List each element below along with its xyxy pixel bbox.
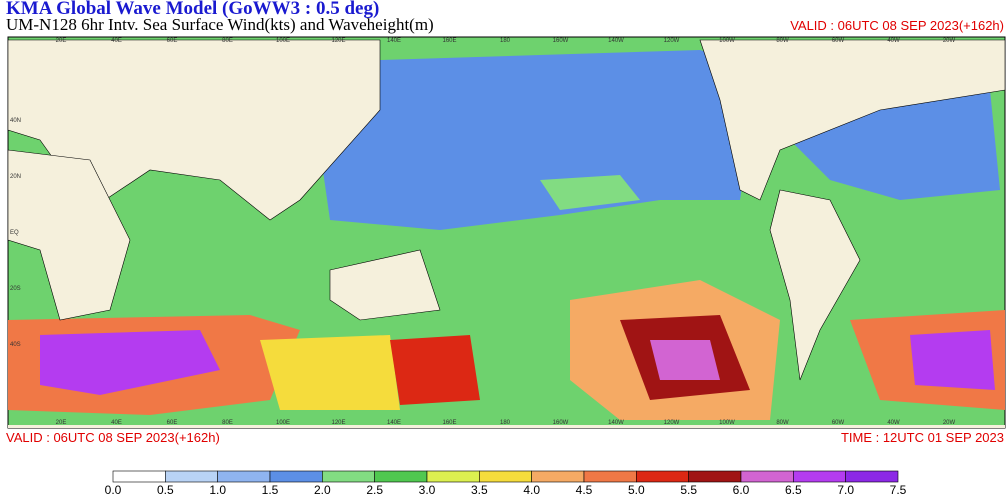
colorbar-label: 4.5 — [576, 483, 593, 496]
land — [769, 189, 861, 381]
lon-label: 140E — [387, 38, 401, 44]
subtitle: UM-N128 6hr Intv. Sea Surface Wind(kts) … — [6, 15, 434, 34]
lon-label: 120E — [331, 38, 345, 44]
lon-label: 20W — [943, 38, 956, 44]
lon-label: 120W — [664, 420, 680, 426]
colorbar-bin — [688, 470, 742, 483]
valid-time: VALID : 06UTC 08 SEP 2023(+162h) — [790, 18, 1004, 33]
lat-label: 20N — [10, 174, 21, 180]
lon-label: 20E — [56, 38, 67, 44]
lon-label: 40W — [887, 38, 900, 44]
land — [7, 149, 131, 321]
colorbar-label: 7.5 — [890, 483, 907, 496]
lon-label: 20W — [943, 420, 956, 426]
colorbar-bin — [583, 470, 637, 483]
lon-label: 100W — [719, 420, 735, 426]
colorbar-bin — [374, 470, 428, 483]
colorbar-bin — [479, 470, 532, 483]
lat-label: 40S — [10, 342, 21, 348]
colorbar-label: 3.5 — [471, 483, 488, 496]
lon-label: 60W — [832, 38, 845, 44]
colorbar-bin — [112, 470, 166, 483]
colorbar-label: 1.5 — [262, 483, 279, 496]
colorbar-label: 5.0 — [628, 483, 645, 496]
land — [7, 39, 381, 221]
lon-label: 60E — [167, 420, 178, 426]
lon-label: 140E — [387, 420, 401, 426]
lon-label: 40E — [111, 38, 122, 44]
colorbar-label: 2.5 — [366, 483, 383, 496]
title: KMA Global Wave Model (GoWW3 : 0.5 deg) — [6, 0, 379, 19]
init-time: TIME : 12UTC 01 SEP 2023 — [841, 430, 1004, 445]
wave-zone — [540, 175, 640, 210]
colorbar-bin — [217, 470, 271, 483]
lon-label: 40E — [111, 420, 122, 426]
lon-label: 60E — [167, 38, 178, 44]
lon-label: 20E — [56, 420, 67, 426]
lon-label: 80E — [222, 38, 233, 44]
wave-zone — [650, 340, 720, 380]
land — [8, 425, 1005, 428]
wave-zone — [320, 50, 760, 230]
lon-label: 80E — [222, 420, 233, 426]
lon-label: 40W — [887, 420, 900, 426]
colorbar-label: 0.0 — [105, 483, 122, 496]
colorbar-bin — [793, 470, 846, 483]
colorbar-bin — [845, 470, 899, 483]
colorbar-label: 5.5 — [680, 483, 697, 496]
colorbar-bin — [426, 470, 480, 483]
wave-zone — [40, 330, 220, 395]
lon-label: 100E — [276, 420, 290, 426]
wave-zone — [390, 335, 480, 405]
colorbar-label: 2.0 — [314, 483, 331, 496]
lon-label: 160W — [553, 420, 569, 426]
colorbar-label: 7.0 — [837, 483, 854, 496]
wave-zone — [910, 330, 995, 390]
land — [699, 39, 1006, 201]
lat-label: 40N — [10, 118, 21, 124]
colorbar-bin — [322, 470, 375, 483]
lon-label: 160E — [442, 420, 456, 426]
valid-time: VALID : 06UTC 08 SEP 2023(+162h) — [6, 430, 220, 445]
lon-label: 140W — [608, 420, 624, 426]
colorbar-label: 4.0 — [523, 483, 540, 496]
colorbar-bin — [636, 470, 689, 483]
colorbar-label: 1.0 — [209, 483, 226, 496]
lon-label: 120E — [331, 420, 345, 426]
colorbar-bin — [740, 470, 794, 483]
wave-zone — [260, 335, 400, 410]
colorbar-bin — [269, 470, 323, 483]
lon-label: 100W — [719, 38, 735, 44]
colorbar: 0.0 0.5 1.0 1.5 2.0 2.5 3.0 3.5 4.0 4.5 5.0 5.5 6.0 6… — [105, 470, 907, 496]
lon-label: 80W — [776, 420, 789, 426]
colorbar-label: 0.5 — [157, 483, 174, 496]
colorbar-label: 6.0 — [733, 483, 750, 496]
colorbar-label: 3.0 — [419, 483, 436, 496]
lon-label: 180 — [500, 38, 511, 44]
colorbar-label: 6.5 — [785, 483, 802, 496]
lat-label: EQ — [10, 230, 19, 236]
lon-label: 100E — [276, 38, 290, 44]
lon-label: 120W — [664, 38, 680, 44]
lat-label: 20S — [10, 286, 21, 292]
lon-label: 160W — [553, 38, 569, 44]
lon-label: 80W — [776, 38, 789, 44]
lon-label: 160E — [442, 38, 456, 44]
colorbar-bin — [531, 470, 585, 483]
land — [329, 249, 441, 321]
lon-label: 140W — [608, 38, 624, 44]
lon-label: 180 — [500, 420, 511, 426]
colorbar-bin — [165, 470, 218, 483]
lon-label: 60W — [832, 420, 845, 426]
map: 20E 20E 40E 40E 60E 60E 80E 80E 100E 100E 120E 120E… — [7, 36, 1006, 429]
